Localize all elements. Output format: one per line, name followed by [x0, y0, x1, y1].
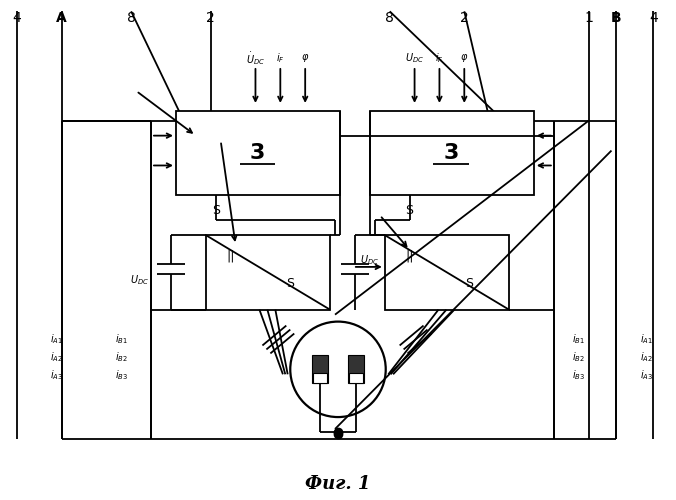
Text: $i_{B2}$: $i_{B2}$	[115, 350, 128, 364]
Text: S: S	[286, 277, 294, 290]
Text: $\varphi$: $\varphi$	[460, 52, 468, 64]
Bar	[313, 374, 327, 384]
Text: $i_F$: $i_F$	[276, 51, 285, 65]
Text: $i_{A3}$: $i_{A3}$	[639, 368, 653, 382]
Text: $i_{B1}$: $i_{B1}$	[572, 332, 585, 346]
Text: 2: 2	[206, 12, 215, 26]
Text: $i_{B1}$: $i_{B1}$	[115, 332, 128, 346]
Text: 3: 3	[249, 142, 265, 163]
Bar	[312, 356, 328, 384]
Text: $i_{A2}$: $i_{A2}$	[50, 350, 63, 364]
Text: $i_{A2}$: $i_{A2}$	[639, 350, 653, 364]
Text: B: B	[611, 12, 622, 26]
Text: $i_{B3}$: $i_{B3}$	[115, 368, 128, 382]
Text: A: A	[56, 12, 67, 26]
Text: S: S	[406, 204, 414, 216]
Bar	[349, 374, 363, 384]
Text: $i_{B2}$: $i_{B2}$	[572, 350, 585, 364]
Bar	[370, 111, 534, 196]
Text: $\varphi$: $\varphi$	[301, 52, 310, 64]
Text: ||: ||	[226, 250, 235, 262]
Text: 8: 8	[385, 12, 394, 26]
Text: $U_{DC}$: $U_{DC}$	[405, 51, 424, 65]
Text: $i_{A3}$: $i_{A3}$	[50, 368, 63, 382]
Bar	[385, 235, 509, 310]
Text: 2: 2	[460, 12, 468, 26]
Text: 8: 8	[126, 12, 136, 26]
Text: 4: 4	[649, 12, 658, 26]
Text: 1: 1	[584, 12, 593, 26]
Text: $U_{DC}$: $U_{DC}$	[130, 273, 149, 286]
Text: $\dot{U}_{DC}$: $\dot{U}_{DC}$	[246, 50, 265, 66]
Text: Фиг. 1: Фиг. 1	[306, 474, 370, 492]
Text: $U_{DC}$: $U_{DC}$	[360, 253, 379, 267]
Text: $i_{A1}$: $i_{A1}$	[639, 332, 653, 346]
Text: S: S	[465, 277, 473, 290]
Bar	[348, 356, 364, 384]
Text: $i_F$: $i_F$	[435, 51, 443, 65]
Bar	[206, 235, 330, 310]
Text: $i_{A1}$: $i_{A1}$	[50, 332, 63, 346]
Text: S: S	[212, 204, 220, 216]
Text: 4: 4	[12, 12, 21, 26]
Bar	[176, 111, 340, 196]
Text: 3: 3	[443, 142, 459, 163]
Text: $i_{B3}$: $i_{B3}$	[572, 368, 585, 382]
Text: ||: ||	[406, 250, 414, 262]
